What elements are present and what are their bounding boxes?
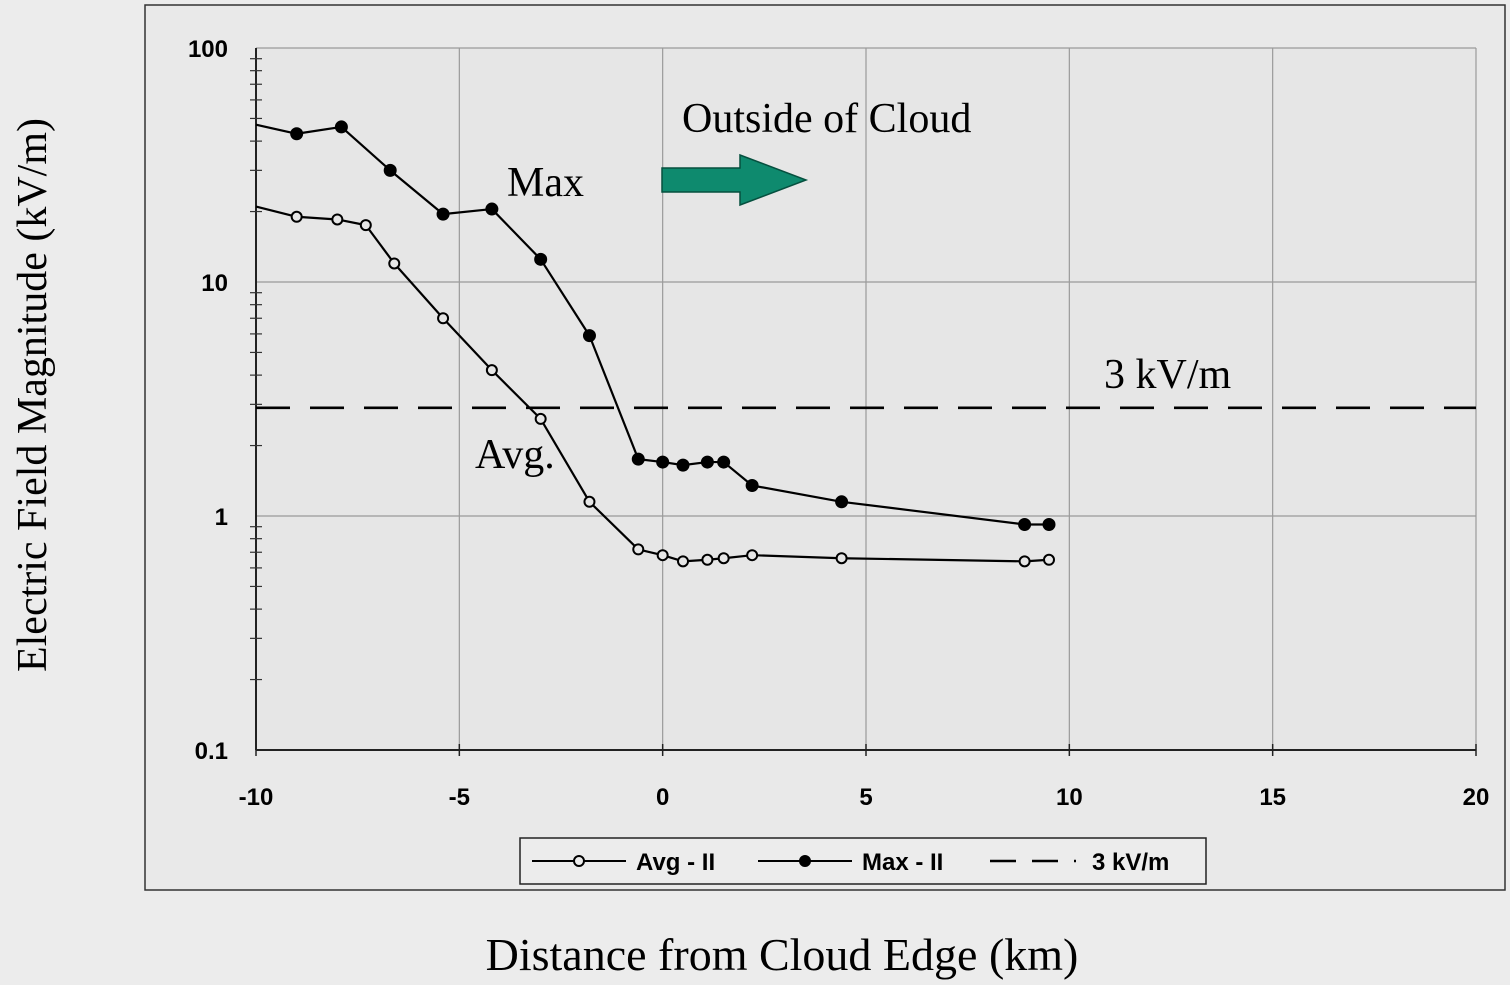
avg-data-point [632,543,645,556]
x-axis-title: Distance from Cloud Edge (km) [486,929,1079,980]
max-data-point [745,479,759,493]
max-data-point [656,455,670,469]
max-data-point [631,452,645,466]
max-data-point [835,495,849,509]
annotation-avg: Avg. [475,432,555,478]
x-tick-label: -10 [239,784,274,811]
y-tick-label: 0.1 [195,738,228,765]
max-data-point [290,127,304,141]
annotation-max: Max [507,160,584,206]
max-data-point [676,458,690,472]
avg-data-point [835,552,848,565]
avg-data-point [1043,553,1055,566]
legend-marker-max [799,855,811,867]
max-data-point [534,252,548,266]
avg-data-point [701,553,714,566]
x-tick-label: 10 [1056,784,1083,811]
avg-data-point [717,552,730,565]
avg-data-point [485,364,498,377]
max-data-point [1042,517,1056,531]
avg-data-point [534,412,547,425]
avg-data-point [1018,555,1031,568]
max-data-point [334,120,348,134]
y-axis-title: Electric Field Magnitude (kV/m) [10,118,56,672]
avg-data-point [359,219,372,232]
x-tick-label: 5 [859,784,872,811]
max-data-point [436,207,450,221]
avg-data-point [583,495,596,508]
x-tick-label: -5 [449,784,470,811]
max-data-point [700,455,714,469]
max-data-point [485,202,499,216]
y-tick-label: 100 [188,36,228,63]
avg-data-point [677,555,689,568]
legend: Avg - II Max - II 3 kV/m [519,837,1207,885]
y-tick-label: 10 [201,270,228,297]
max-data-point [582,329,596,343]
legend-box [519,837,1207,885]
annotation-threshold: 3 kV/m [1104,352,1232,398]
legend-marker-avg [573,855,585,867]
max-data-point [717,455,731,469]
series-layer [255,120,1476,568]
y-tick-label: 1 [215,504,228,531]
annotation-outside-of-cloud: Outside of Cloud [682,96,971,142]
arrow-icon [661,153,809,207]
tick-label-layer: -10 -5 0 5 10 15 20 0.1 1 10 100 [188,36,1489,811]
avg-data-point [746,549,759,562]
legend-label-threshold: 3 kV/m [1092,849,1169,876]
avg-data-point [388,257,401,270]
legend-label-max: Max - II [862,849,943,876]
avg-data-point [656,549,669,562]
x-tick-label: 15 [1259,784,1286,811]
max-data-point [383,163,397,177]
avg-data-point [331,213,344,226]
avg-data-point [290,210,303,223]
x-tick-label: 0 [656,784,669,811]
minor-ticks [250,58,1477,756]
avg-data-point [437,312,450,325]
legend-label-avg: Avg - II [636,849,715,876]
max-data-point [1018,517,1032,531]
x-tick-label: 20 [1463,784,1490,811]
